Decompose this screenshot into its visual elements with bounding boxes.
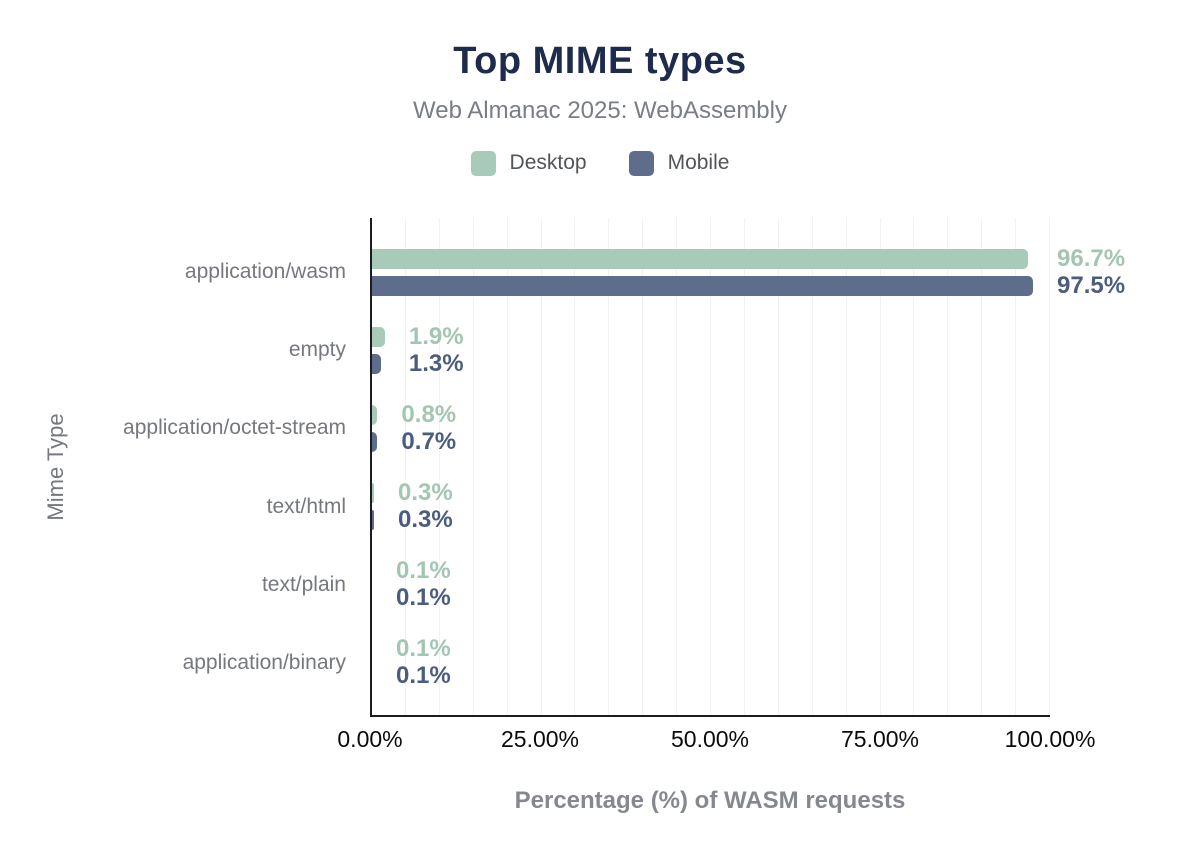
value-label-mobile: 0.7% bbox=[401, 427, 457, 455]
gridline bbox=[743, 218, 745, 715]
gridline bbox=[811, 218, 813, 715]
bar-row: 0.1% 0.1% bbox=[372, 546, 1050, 624]
gridline bbox=[574, 218, 576, 715]
value-label-mobile: 0.1% bbox=[396, 584, 451, 612]
value-label-desktop: 1.9% bbox=[408, 322, 464, 350]
category-label: application/octet-stream bbox=[123, 416, 346, 440]
value-label-desktop: 0.8% bbox=[401, 400, 457, 428]
bar-desktop bbox=[372, 326, 385, 347]
bar-mobile bbox=[372, 431, 377, 452]
bar-desktop bbox=[372, 483, 375, 504]
category-label: application/wasm bbox=[184, 260, 346, 284]
category-labels: application/wasm empty application/octet-s… bbox=[0, 233, 346, 702]
legend-swatch-desktop-icon bbox=[470, 150, 496, 176]
category-label: application/binary bbox=[182, 650, 346, 674]
gridline bbox=[1015, 218, 1017, 715]
gridline bbox=[676, 218, 678, 715]
value-label-desktop: 0.1% bbox=[396, 557, 451, 585]
legend: Desktop Mobile bbox=[0, 148, 1200, 178]
plot-area: 96.7% 97.5% 1.9% 1.3% 0.8% 0.7% 0.3% 0.3% 0.1% 0.… bbox=[370, 218, 1125, 717]
bar-mobile bbox=[372, 353, 381, 374]
bar-row: 1.9% 1.3% bbox=[372, 311, 1050, 389]
gridline bbox=[472, 218, 474, 715]
x-tick-label: 75.00% bbox=[840, 726, 920, 752]
chart-subtitle: Web Almanac 2025: WebAssembly bbox=[413, 97, 787, 124]
gridline bbox=[710, 218, 711, 715]
bar-rows: 96.7% 97.5% 1.9% 1.3% 0.8% 0.7% 0.3% 0.3% 0.1% 0.… bbox=[372, 233, 1125, 702]
x-tick-label: 100.00% bbox=[1004, 726, 1096, 752]
bar-mobile bbox=[372, 510, 375, 531]
bar-row: 96.7% 97.5% bbox=[372, 233, 1125, 311]
value-label-mobile: 1.3% bbox=[408, 349, 464, 377]
gridline bbox=[777, 218, 779, 715]
category-label: text/html bbox=[266, 494, 346, 518]
x-tick-label: 50.00% bbox=[670, 726, 750, 752]
x-axis-ticks: 0.00% 25.00% 50.00% 75.00% 100.00% bbox=[0, 726, 1200, 756]
x-tick-label: 0.00% bbox=[337, 726, 403, 752]
legend-swatch-mobile-icon bbox=[628, 150, 654, 176]
bar-row: 0.3% 0.3% bbox=[372, 468, 1050, 546]
value-label-mobile: 0.3% bbox=[398, 506, 453, 534]
bar-row: 0.8% 0.7% bbox=[372, 389, 1050, 467]
bar-mobile bbox=[372, 275, 1034, 296]
chart-title: Top MIME types bbox=[453, 40, 747, 82]
gridline bbox=[404, 218, 406, 715]
legend-item-mobile[interactable]: Mobile bbox=[628, 150, 730, 176]
value-label-desktop: 96.7% bbox=[1057, 244, 1126, 272]
value-label-mobile: 0.1% bbox=[396, 662, 451, 690]
gridline bbox=[506, 218, 508, 715]
value-label-desktop: 0.1% bbox=[396, 635, 451, 663]
gridline bbox=[438, 218, 440, 715]
gridline bbox=[1049, 218, 1050, 715]
gridline bbox=[981, 218, 983, 715]
gridline bbox=[642, 218, 644, 715]
bar-desktop bbox=[372, 404, 378, 425]
gridline bbox=[540, 218, 542, 715]
value-label-desktop: 0.3% bbox=[398, 479, 453, 507]
gridline bbox=[879, 218, 881, 715]
category-label: empty bbox=[288, 338, 346, 362]
legend-item-desktop[interactable]: Desktop bbox=[470, 150, 587, 176]
gridline bbox=[947, 218, 949, 715]
legend-label-mobile: Mobile bbox=[667, 151, 730, 174]
value-label-mobile: 97.5% bbox=[1057, 271, 1126, 299]
x-tick-label: 25.00% bbox=[500, 726, 580, 752]
gridline bbox=[608, 218, 610, 715]
gridline bbox=[845, 218, 847, 715]
legend-label-desktop: Desktop bbox=[509, 151, 587, 174]
bar-row: 0.1% 0.1% bbox=[372, 624, 1050, 702]
category-label: text/plain bbox=[261, 572, 346, 596]
gridline bbox=[913, 218, 915, 715]
x-axis-title: Percentage (%) of WASM requests bbox=[514, 787, 906, 814]
bar-desktop bbox=[372, 248, 1028, 269]
